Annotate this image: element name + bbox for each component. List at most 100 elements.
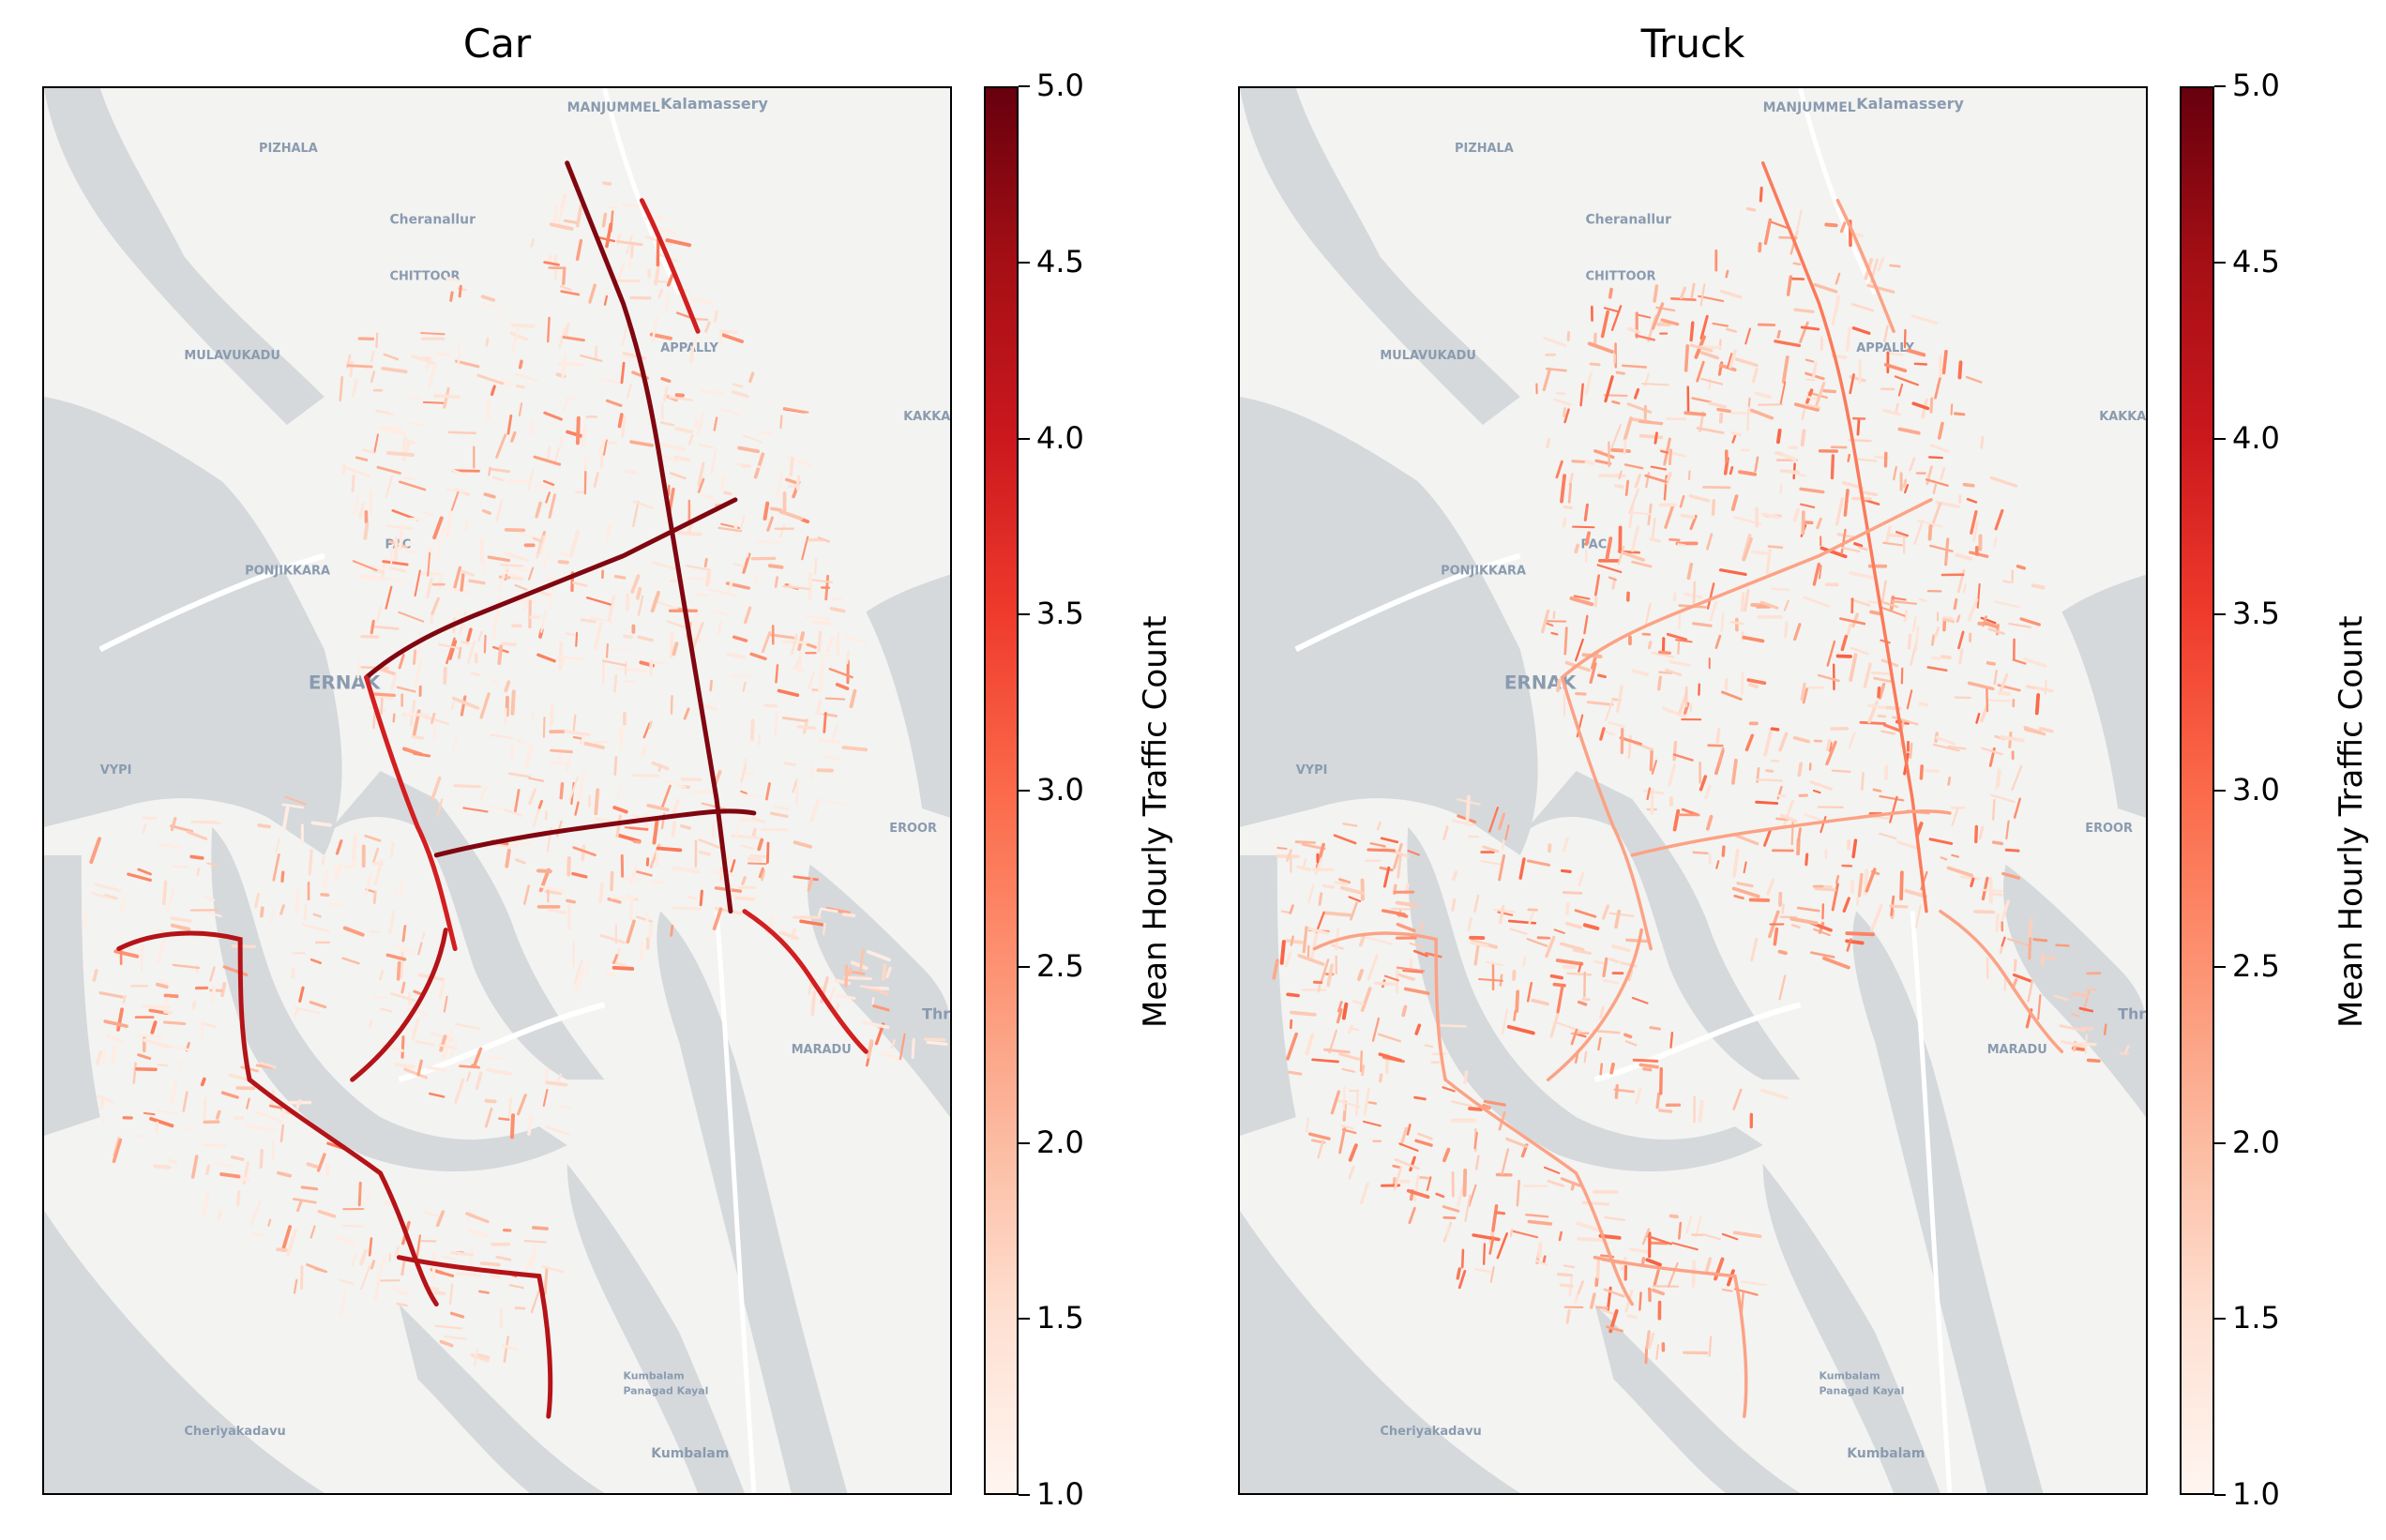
road-segment — [1830, 454, 1835, 480]
road-segment — [1348, 1166, 1355, 1180]
road-segment — [1357, 969, 1365, 982]
road-segment — [1651, 1288, 1666, 1296]
road-segment — [631, 773, 659, 778]
road-segment — [620, 361, 626, 385]
road-segment — [627, 383, 632, 400]
road-segment — [1671, 1242, 1699, 1251]
colorbar-label-car: Mean Hourly Traffic Count — [1137, 615, 1174, 1028]
road-segment — [460, 695, 467, 717]
road-segment — [763, 501, 770, 521]
road-segment — [393, 536, 399, 563]
road-segment — [1934, 377, 1941, 400]
road-segment — [1851, 326, 1871, 335]
road-segment — [1590, 1292, 1596, 1309]
road-segment — [1987, 627, 2005, 635]
road-segment — [1491, 1204, 1499, 1232]
road-segment — [778, 509, 804, 521]
road-segment — [542, 1089, 549, 1108]
road-segment — [1906, 348, 1926, 357]
road-segment — [885, 966, 892, 979]
road-segment — [2034, 693, 2041, 716]
road-segment — [495, 499, 504, 523]
road-segment — [568, 395, 578, 400]
road-segment — [1655, 1092, 1661, 1110]
road-segment — [507, 772, 531, 778]
map-place-label: Panagad Kayal — [623, 1384, 708, 1397]
road-segment — [442, 1030, 453, 1059]
road-segment — [774, 576, 779, 588]
road-segment — [1515, 989, 1520, 1013]
road-segment — [1506, 1024, 1535, 1035]
road-segment — [629, 440, 654, 447]
road-segment — [1733, 894, 1744, 900]
road-segment — [1751, 368, 1759, 384]
road-segment — [1289, 904, 1294, 914]
road-segment — [1307, 884, 1315, 904]
road-segment — [1584, 531, 1592, 547]
road-segment — [1800, 429, 1806, 447]
road-segment — [448, 640, 458, 660]
road-segment — [1913, 362, 1928, 366]
road-segment — [673, 455, 690, 462]
road-segment — [1889, 904, 1909, 909]
road-segment — [605, 521, 612, 542]
road-segment — [201, 1191, 210, 1218]
road-segment — [485, 338, 490, 347]
map-highway — [398, 1002, 606, 1083]
road-segment — [657, 763, 662, 773]
road-segment — [1846, 326, 1851, 352]
road-segment — [150, 1020, 158, 1034]
road-segment — [1631, 560, 1653, 568]
colorbar-tick — [1019, 790, 1030, 792]
road-segment — [279, 1124, 284, 1143]
road-segment — [1378, 1073, 1383, 1083]
road-segment — [113, 1136, 120, 1157]
road-segment — [1294, 840, 1316, 844]
road-segment — [730, 859, 736, 873]
road-segment — [370, 692, 396, 698]
road-segment — [543, 261, 560, 266]
road-segment — [2002, 580, 2011, 584]
colorbar-tick-label: 3.5 — [2232, 596, 2280, 632]
road-segment — [1925, 769, 1941, 773]
road-segment — [689, 347, 695, 364]
road-segment — [599, 452, 604, 469]
road-segment — [741, 876, 747, 885]
road-segment — [807, 877, 814, 892]
road-segment — [1941, 617, 1956, 624]
road-segment — [220, 982, 227, 998]
colorbar-tick-label: 5.0 — [1036, 68, 1084, 103]
road-segment — [1797, 827, 1802, 841]
road-segment — [1721, 1232, 1739, 1241]
map-water — [137, 490, 215, 722]
road-segment — [356, 660, 361, 679]
road-segment — [1851, 612, 1860, 628]
road-segment — [373, 859, 384, 886]
road-segment — [656, 846, 683, 853]
road-segment — [1828, 741, 1833, 752]
road-segment — [427, 1065, 446, 1072]
road-segment — [735, 822, 740, 838]
road-segment — [166, 888, 175, 912]
road-segment — [1322, 883, 1336, 889]
colorbar-tick-label: 4.0 — [2232, 419, 2280, 456]
road-segment — [530, 238, 536, 248]
road-segment — [478, 1290, 490, 1294]
road-segment — [339, 1278, 355, 1285]
road-segment — [861, 1020, 890, 1030]
road-segment — [1717, 747, 1725, 767]
road-segment — [1472, 1233, 1501, 1242]
road-segment — [543, 411, 563, 421]
road-segment — [617, 667, 646, 673]
road-segment — [1803, 596, 1831, 608]
road-segment — [1287, 1070, 1303, 1076]
road-segment — [480, 294, 496, 302]
road-segment — [1779, 381, 1787, 404]
road-segment — [1991, 840, 2004, 846]
road-segment — [445, 277, 460, 282]
map-place-label: Thr — [2118, 1004, 2146, 1022]
road-segment — [1414, 1139, 1433, 1147]
road-segment — [536, 653, 556, 663]
road-segment — [1376, 821, 1382, 831]
road-segment — [92, 969, 98, 982]
